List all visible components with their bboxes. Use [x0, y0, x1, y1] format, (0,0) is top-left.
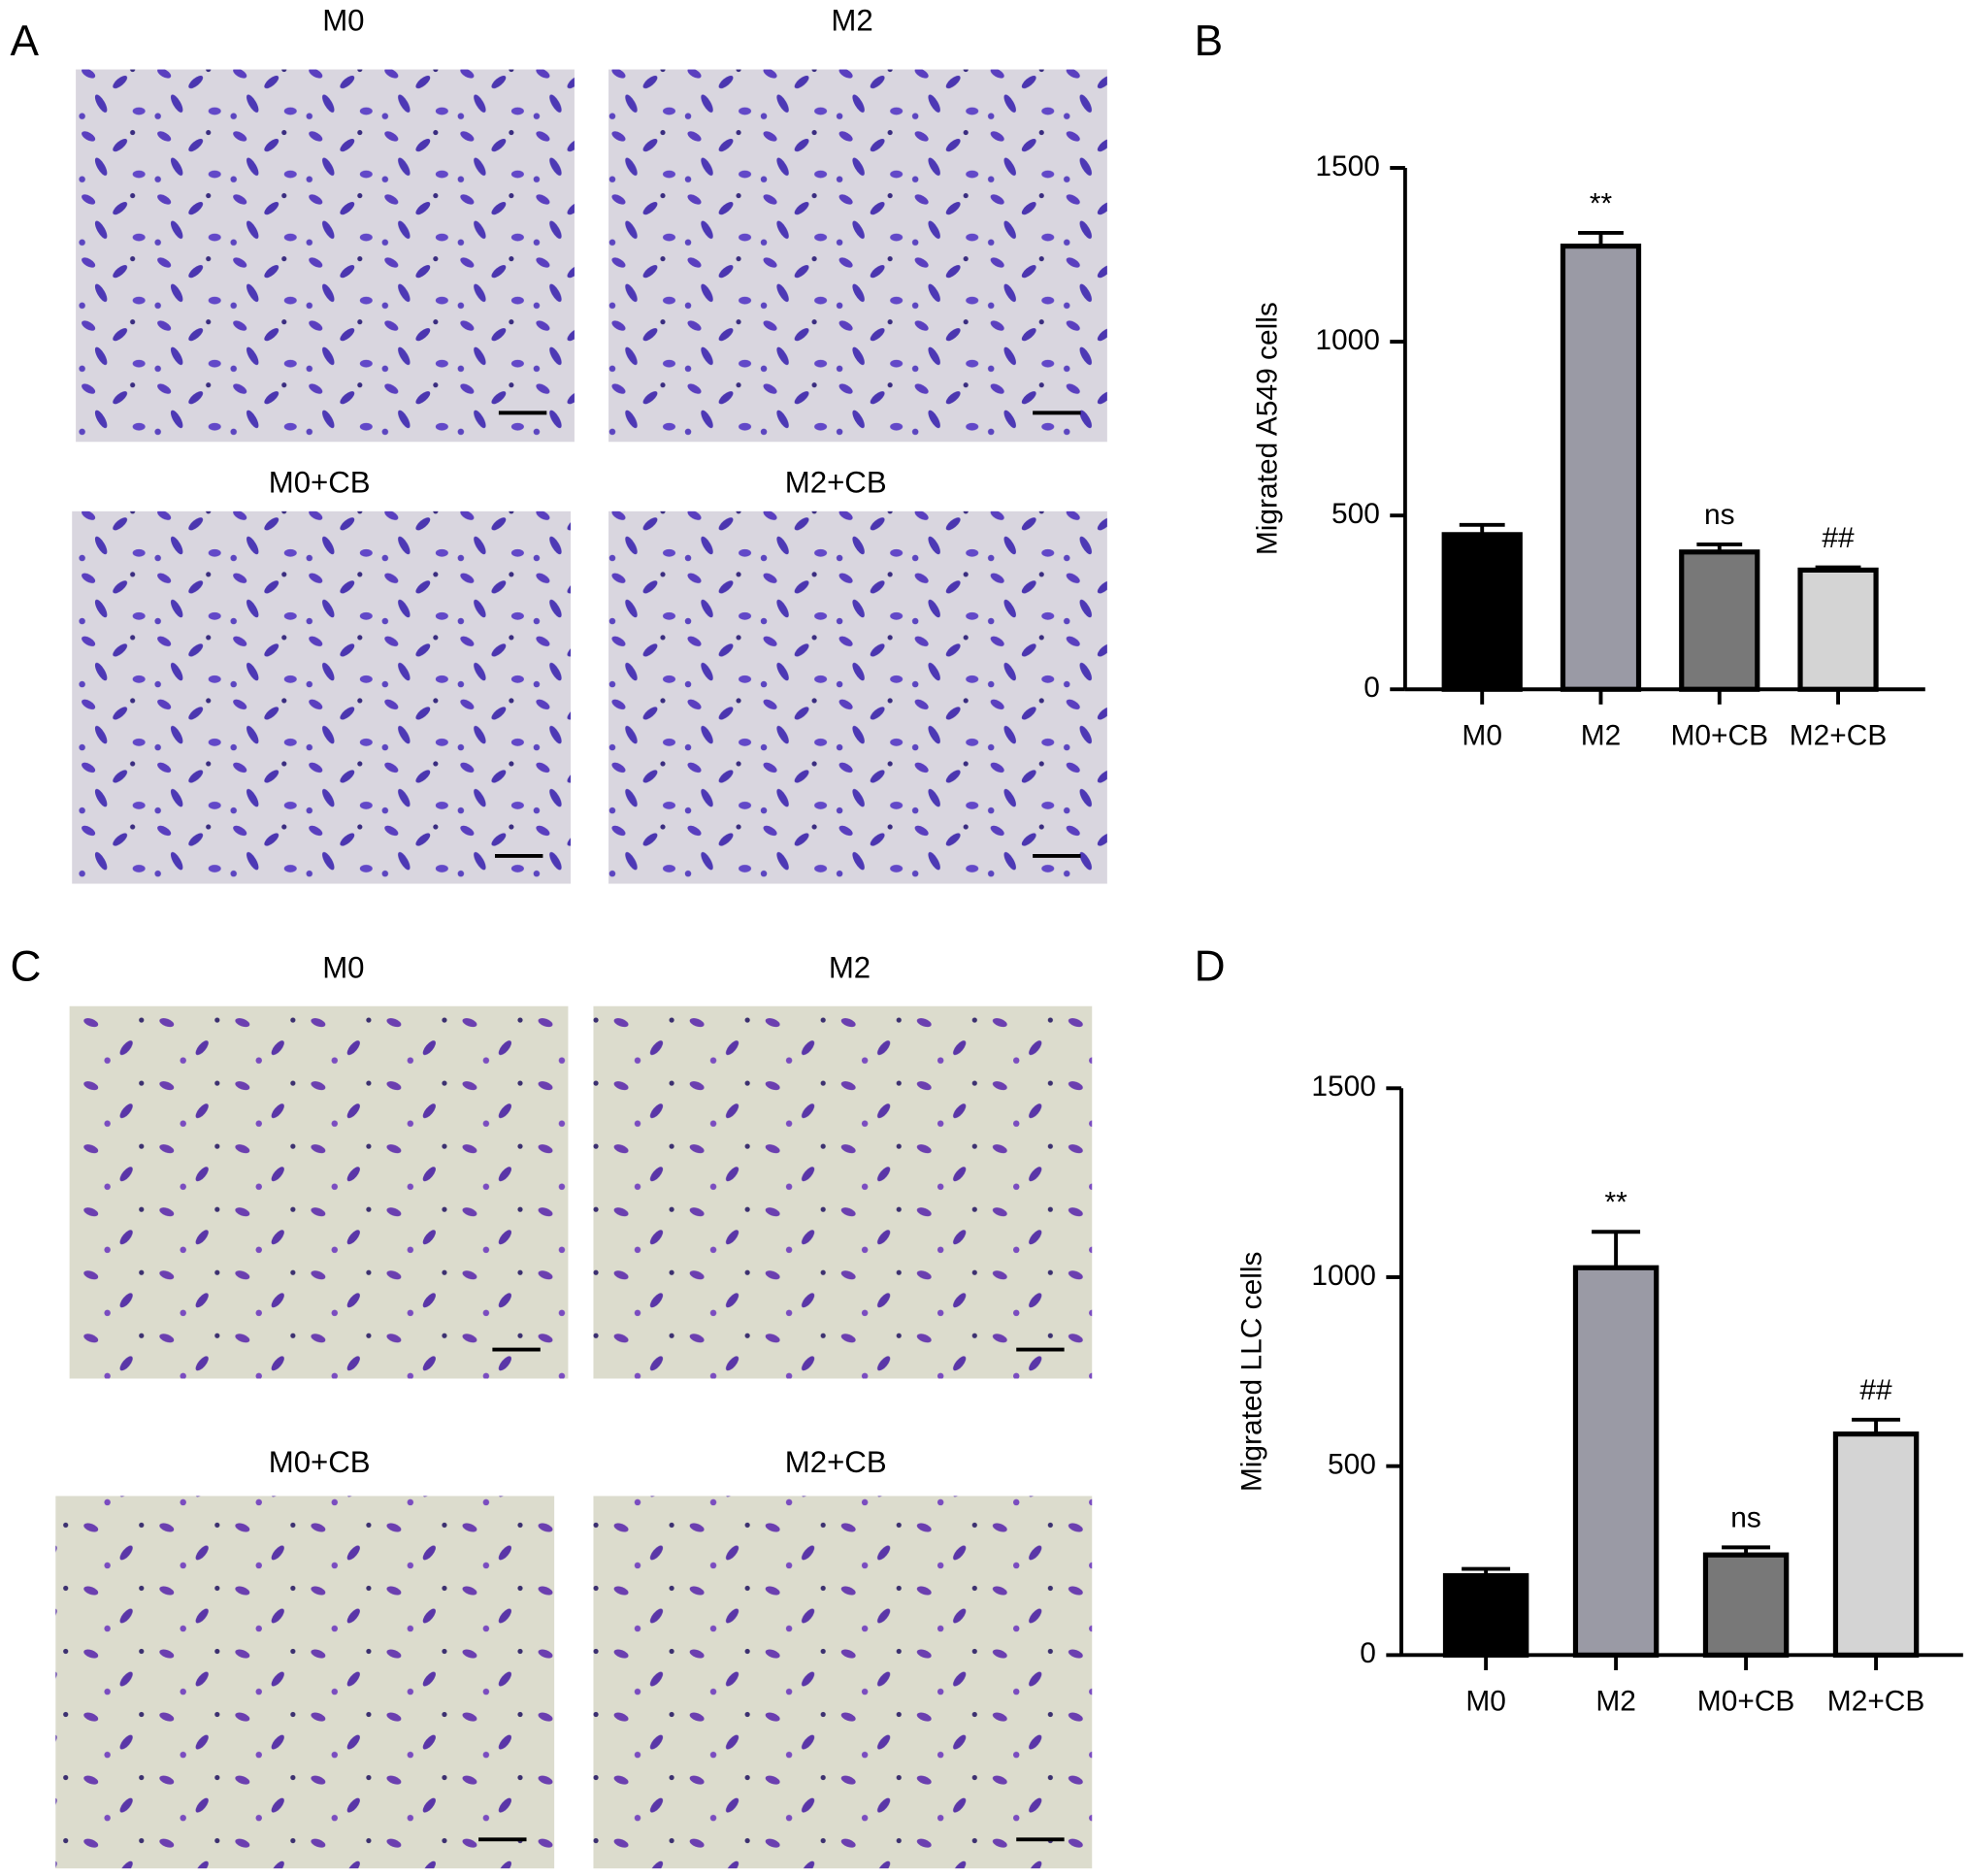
micrograph: [608, 69, 1107, 443]
significance-label: **: [1604, 1187, 1627, 1219]
micrograph: [593, 1005, 1093, 1379]
y-tick-label: 0: [1360, 1637, 1376, 1669]
y-tick-label: 0: [1364, 672, 1380, 704]
significance-label: ns: [1704, 499, 1735, 531]
micrograph: [593, 1496, 1093, 1869]
micrograph: [72, 510, 572, 884]
scale-bars: [478, 411, 1081, 1842]
bar: [1679, 549, 1760, 692]
x-tick-label: M0+CB: [1670, 720, 1768, 752]
image-title: M2+CB: [785, 1445, 887, 1479]
x-tick-label: M2: [1581, 720, 1622, 752]
bar: [1441, 532, 1523, 692]
bar: [1832, 1431, 1920, 1658]
image-title: M2: [829, 950, 871, 984]
x-tick-label: M2+CB: [1790, 720, 1888, 752]
y-tick-label: 500: [1328, 1449, 1376, 1481]
x-tick-label: M0: [1465, 1686, 1506, 1718]
y-tick-label: 1000: [1315, 324, 1380, 356]
image-title: M0: [322, 950, 364, 984]
y-tick-label: 500: [1331, 498, 1380, 530]
x-tick-label: M2: [1595, 1686, 1636, 1718]
panel-label: A: [10, 17, 39, 65]
bar: [1560, 243, 1642, 692]
image-title: M2+CB: [785, 466, 887, 500]
panel-label: B: [1195, 17, 1224, 65]
image-title: M2: [831, 4, 872, 38]
micrograph: [608, 510, 1107, 884]
panel-label: C: [10, 943, 41, 991]
significance-label: ##: [1859, 1374, 1892, 1406]
y-tick-label: 1500: [1315, 150, 1380, 182]
image-title: M0: [322, 4, 364, 38]
micrograph: [55, 1496, 555, 1869]
y-tick-label: 1500: [1311, 1070, 1376, 1103]
x-tick-label: M0: [1462, 720, 1502, 752]
bar: [1797, 567, 1879, 692]
bar: [1442, 1572, 1529, 1658]
bar: [1702, 1552, 1790, 1658]
panel-label: D: [1195, 943, 1226, 991]
micrograph: [69, 1005, 569, 1379]
x-tick-label: M2+CB: [1827, 1686, 1925, 1718]
micrograph: [76, 69, 575, 443]
image-title: M0+CB: [269, 1445, 371, 1479]
significance-label: ##: [1822, 522, 1855, 554]
y-tick-label: 1000: [1311, 1260, 1376, 1292]
bar: [1572, 1265, 1660, 1658]
significance-label: **: [1590, 187, 1613, 219]
x-tick-label: M0+CB: [1697, 1686, 1795, 1718]
y-axis-label: Migrated A549 cells: [1251, 302, 1283, 555]
y-axis-label: Migrated LLC cells: [1236, 1251, 1268, 1492]
significance-label: ns: [1730, 1502, 1761, 1534]
image-title: M0+CB: [269, 466, 371, 500]
